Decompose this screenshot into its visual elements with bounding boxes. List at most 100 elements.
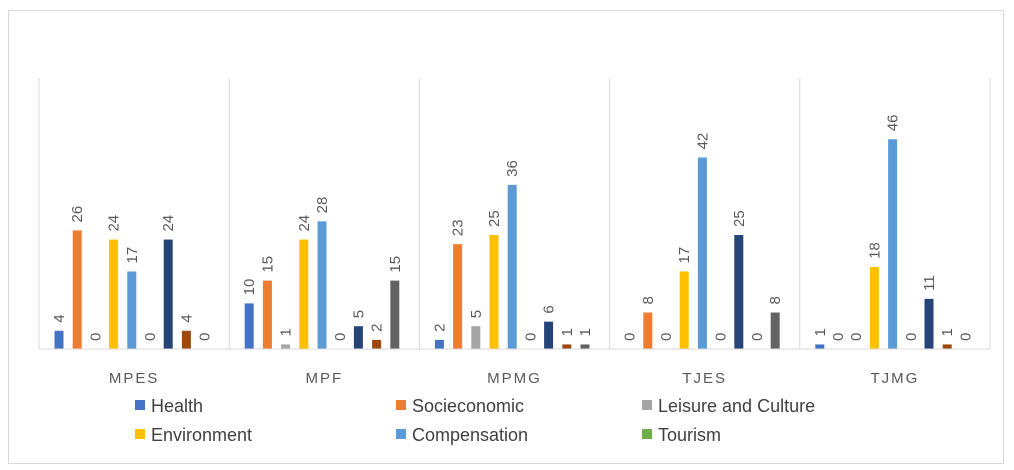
bar — [697, 157, 707, 349]
value-label: 0 — [957, 333, 974, 341]
value-label: 5 — [468, 310, 485, 318]
value-label: 8 — [640, 296, 657, 304]
bar — [869, 266, 879, 349]
legend-swatch — [396, 400, 406, 410]
bar — [317, 221, 327, 349]
value-label: 42 — [694, 133, 711, 150]
value-label: 1 — [278, 328, 295, 336]
bar — [434, 339, 444, 349]
value-label: 0 — [332, 333, 349, 341]
value-label: 0 — [197, 333, 214, 341]
value-label: 26 — [69, 206, 86, 223]
value-label: 1 — [577, 328, 594, 336]
value-label: 0 — [87, 333, 104, 341]
value-label: 0 — [903, 333, 920, 341]
bar — [244, 303, 254, 349]
value-label: 0 — [749, 333, 766, 341]
value-label: 0 — [713, 333, 730, 341]
legend-label: Health — [151, 396, 203, 416]
value-label: 0 — [658, 333, 675, 341]
chart-frame — [8, 10, 1004, 464]
bar — [390, 280, 400, 349]
value-label: 4 — [51, 314, 68, 322]
bar — [643, 312, 653, 349]
value-label: 6 — [541, 305, 558, 313]
legend-label: Socieconomic — [412, 396, 524, 416]
value-label: 23 — [450, 219, 467, 236]
bar — [489, 235, 499, 349]
value-label: 25 — [486, 210, 503, 227]
category-label: MPF — [305, 370, 343, 387]
value-label: 0 — [622, 333, 639, 341]
legend-label: Leisure and Culture — [658, 396, 815, 416]
value-label: 1 — [939, 328, 956, 336]
value-label: 2 — [431, 324, 448, 332]
value-label: 4 — [178, 314, 195, 322]
bar — [281, 344, 291, 349]
bar — [471, 326, 481, 349]
category-label: TJMG — [870, 370, 919, 387]
bar — [109, 239, 119, 349]
bar — [54, 330, 64, 349]
legend-swatch — [135, 400, 145, 410]
category-separators — [38, 78, 991, 349]
value-label: 1 — [812, 328, 829, 336]
value-label: 5 — [350, 310, 367, 318]
bar-series — [54, 139, 952, 349]
legend-swatch — [135, 429, 145, 439]
category-labels: MPES MPF MPMG TJES TJMG — [109, 370, 919, 387]
category-label: MPMG — [487, 370, 542, 387]
bar — [924, 298, 934, 349]
bar — [734, 235, 744, 349]
legend-label: Compensation — [412, 425, 528, 445]
value-label: 2 — [369, 324, 386, 332]
value-label: 36 — [504, 160, 521, 177]
bar — [299, 239, 309, 349]
value-label: 0 — [830, 333, 847, 341]
value-label: 24 — [106, 215, 123, 232]
value-label: 0 — [522, 333, 539, 341]
bar — [127, 271, 137, 349]
value-label: 10 — [241, 279, 258, 296]
bar — [770, 312, 780, 349]
bar — [544, 321, 554, 349]
value-label: 0 — [848, 333, 865, 341]
value-label: 24 — [296, 215, 313, 232]
legend-swatch — [396, 429, 406, 439]
bar — [372, 339, 382, 349]
bar — [679, 271, 689, 349]
bar — [262, 280, 272, 349]
value-label: 18 — [866, 242, 883, 259]
bar — [888, 139, 898, 349]
bar — [507, 184, 517, 349]
bar — [72, 230, 82, 349]
value-label: 8 — [767, 296, 784, 304]
value-label: 24 — [160, 215, 177, 232]
bar — [815, 344, 825, 349]
category-label: MPES — [109, 370, 160, 387]
value-label: 17 — [124, 247, 141, 264]
legend-swatch — [642, 429, 652, 439]
legend-label: Environment — [151, 425, 252, 445]
legend: Health Socieconomic Leisure and Culture Env… — [135, 396, 815, 445]
value-label: 15 — [387, 256, 404, 273]
value-label: 15 — [259, 256, 276, 273]
legend-label: Tourism — [658, 425, 721, 445]
bar — [562, 344, 572, 349]
value-label: 1 — [559, 328, 576, 336]
value-label: 25 — [731, 210, 748, 227]
value-label: 28 — [314, 197, 331, 214]
bar — [181, 330, 191, 349]
value-label: 17 — [676, 247, 693, 264]
legend-swatch — [642, 400, 652, 410]
category-label: TJES — [682, 370, 727, 387]
value-label: 46 — [885, 115, 902, 132]
value-label: 0 — [142, 333, 159, 341]
bar — [353, 326, 363, 349]
bar — [163, 239, 173, 349]
bar — [580, 344, 590, 349]
bar — [942, 344, 952, 349]
bar — [453, 244, 463, 349]
